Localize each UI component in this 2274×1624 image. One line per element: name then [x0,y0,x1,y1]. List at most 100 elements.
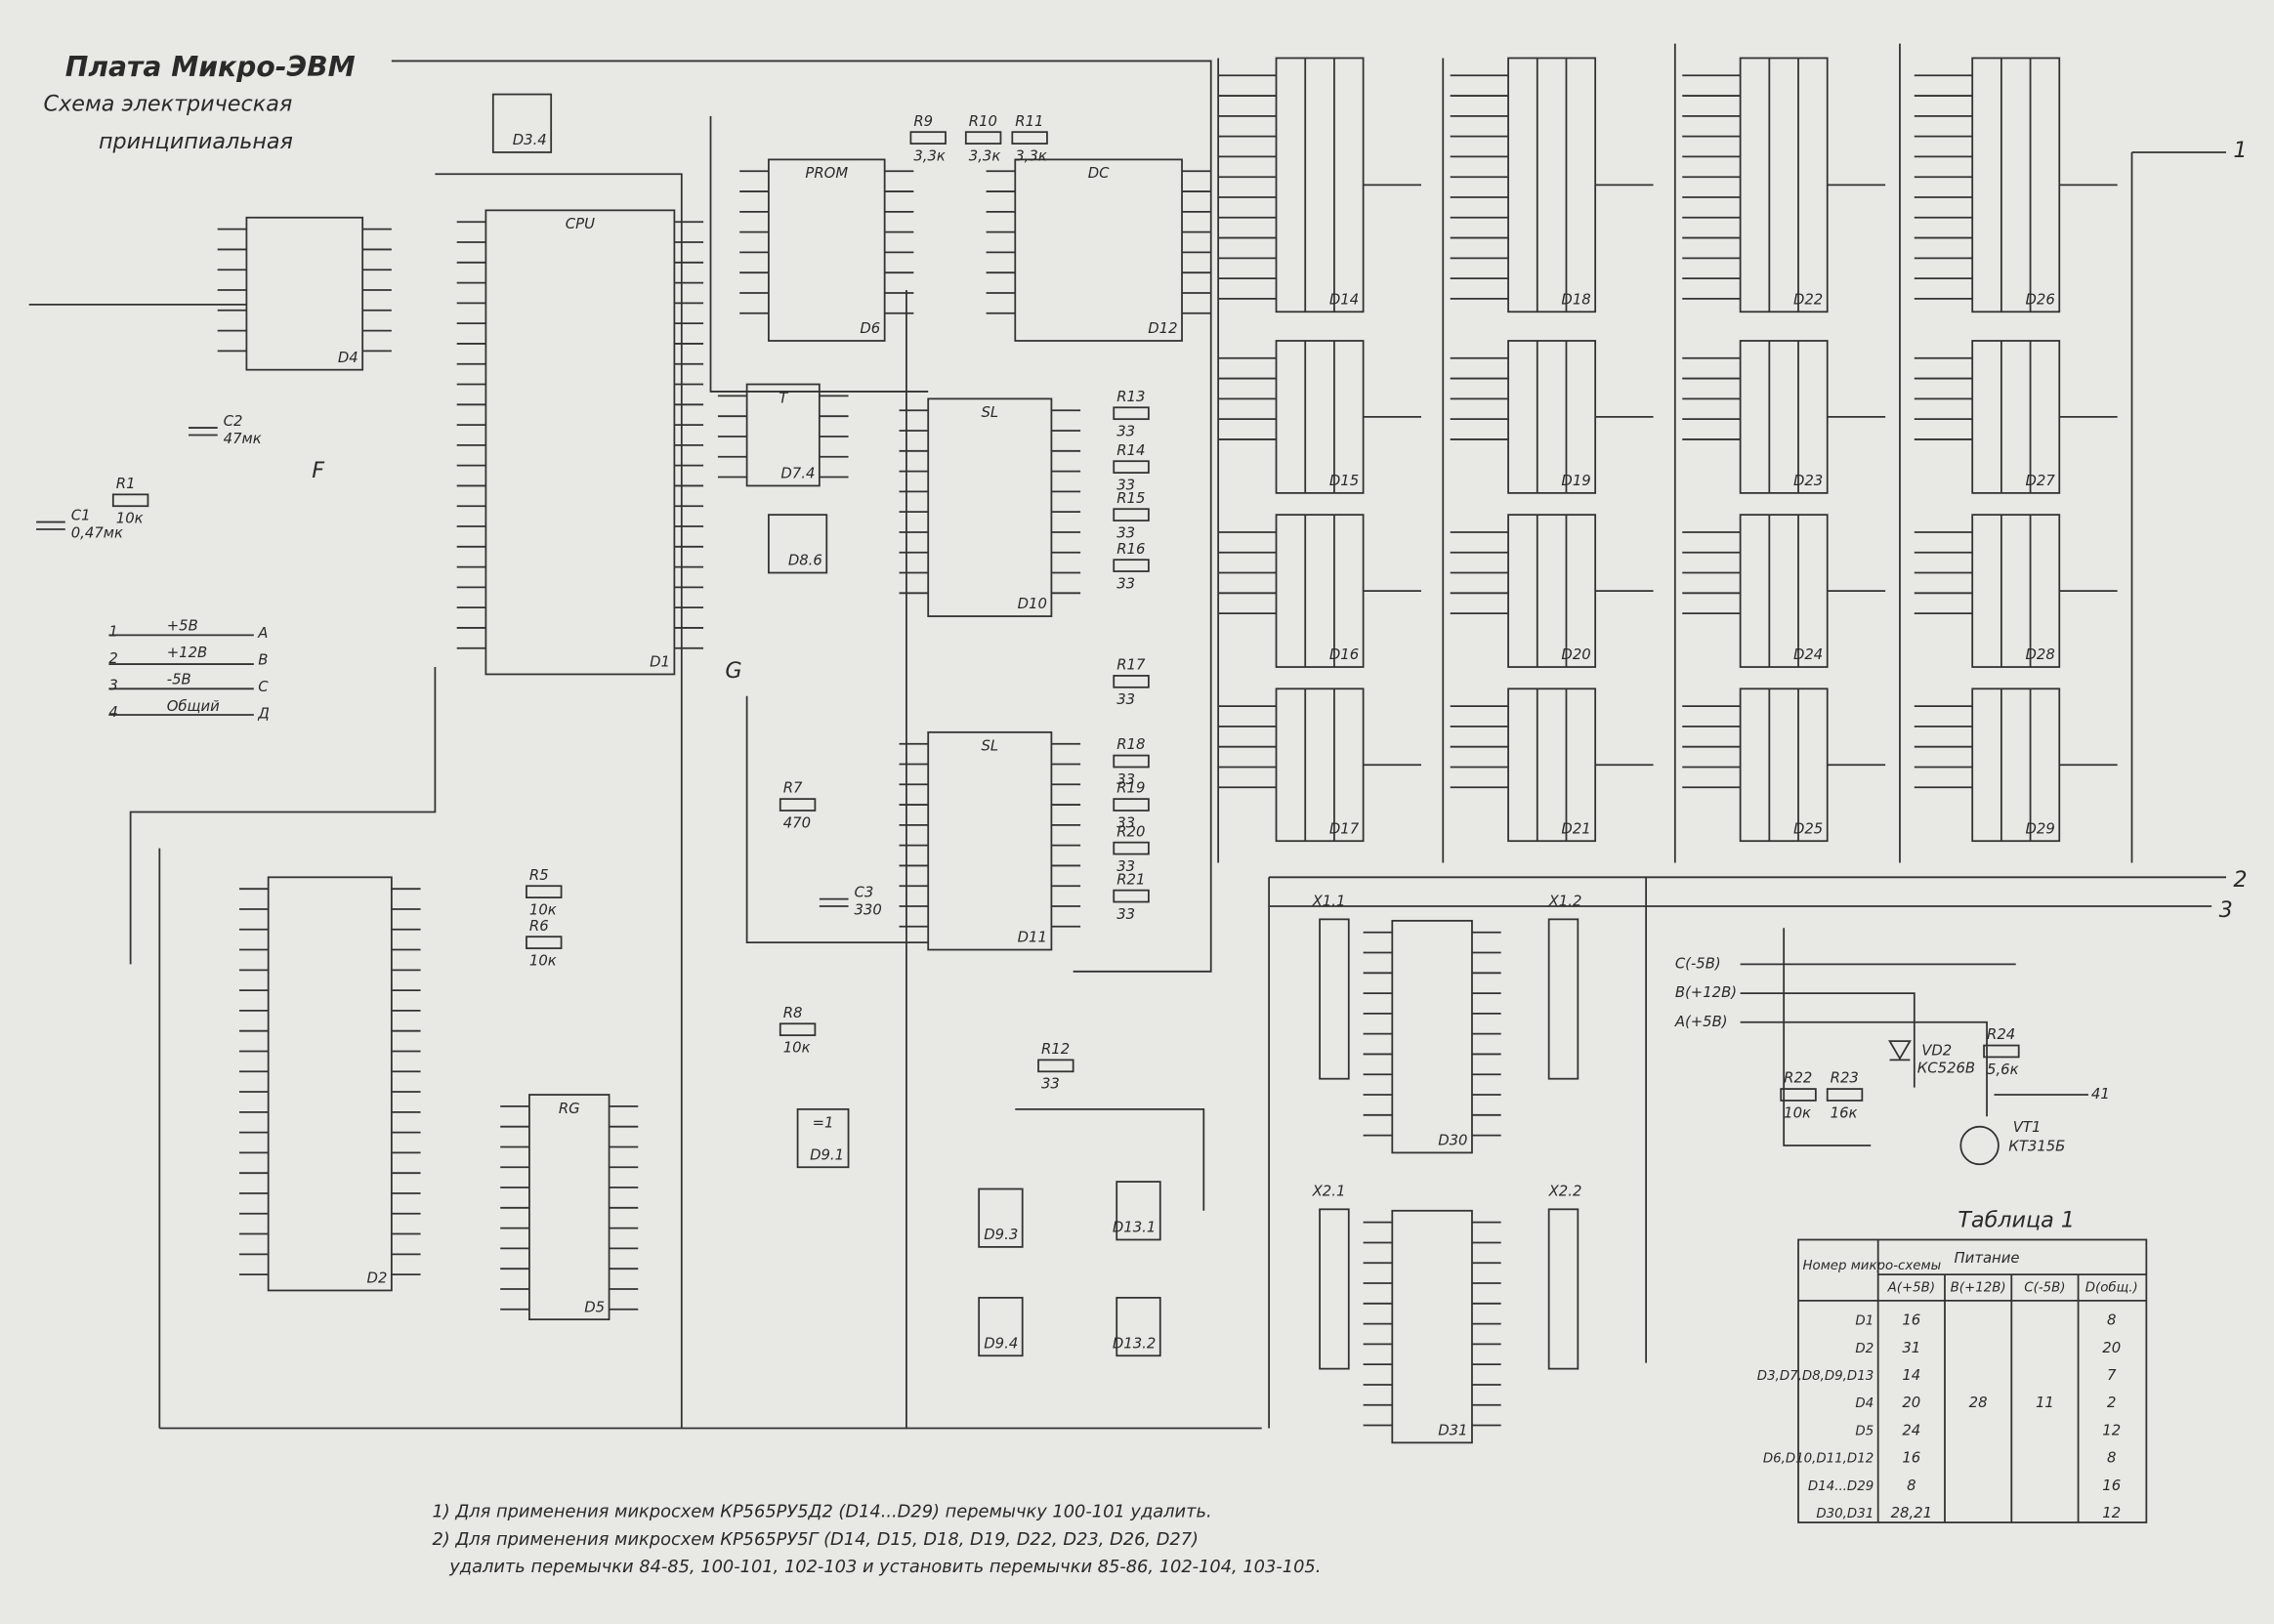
chip [796,1107,850,1169]
connector [1547,918,1579,1080]
table-cell: 12 [2102,1505,2121,1521]
resistor [1113,754,1150,769]
connector-name: X2.1 [1312,1183,1346,1199]
chip [1391,919,1473,1154]
chip-name: D21 [1561,820,1590,837]
table-cell: 11 [2036,1395,2054,1411]
chip-name: D8.6 [788,553,822,569]
resistor-name: R20 [1116,823,1145,840]
resistor [1037,1059,1074,1073]
resistor-value: 10к [116,511,144,527]
table-cell: 31 [1902,1340,1920,1356]
resistor [1113,675,1150,688]
chip-type: SL [981,738,998,755]
resistor-name: R16 [1116,541,1145,558]
subtitle: Схема электрическая [44,91,293,116]
resistor [964,131,1002,145]
resistor-name: R10 [969,113,997,130]
chip-type: =1 [813,1115,834,1132]
net-label: 3 [2219,897,2233,923]
chip [484,209,676,676]
resistor [1113,841,1150,855]
resistor-value: 10к [529,901,557,918]
resistor-name: R21 [1116,871,1145,888]
table-cell: 20 [1902,1395,1920,1411]
table-cell: 16 [1902,1312,1920,1329]
resistor [526,885,563,898]
note: 1) Для применения микросхем КР565РУ5Д2 (… [432,1502,1211,1522]
net-label: G [725,658,741,684]
capacitor-name: C1 [71,508,91,524]
capacitor-value: 47мк [224,431,262,447]
table-cell: 2 [2107,1395,2116,1411]
connector [1319,918,1350,1080]
legend-net: B [258,651,268,668]
chip [1391,1209,1473,1444]
resistor-name: R14 [1116,442,1145,459]
chip-name: D17 [1329,820,1360,837]
resistor-name: R12 [1041,1041,1070,1058]
chip-name: D1 [650,654,670,671]
table-cell: 7 [2107,1367,2117,1384]
chip-name: D9.3 [984,1227,1018,1243]
resistor [1113,508,1150,521]
chip [1014,158,1183,342]
chip-name: D11 [1018,930,1047,946]
table-head: Питание [1955,1250,2020,1267]
resistor [1113,460,1150,474]
table-chip: D4 [1855,1396,1874,1411]
table-cell: 28,21 [1891,1505,1932,1521]
chip-name: D3.4 [513,132,547,148]
regulator-output: 41 [2091,1086,2110,1103]
chip [1116,1296,1161,1357]
resistor-value: 470 [783,814,811,831]
table-frame [1797,1238,2148,1523]
note: 2) Для применения микросхем КР565РУ5Г (D… [432,1529,1199,1550]
resistor [779,1022,817,1037]
resistor [111,493,149,508]
resistor-value: 3,3к [1015,147,1047,164]
resistor-name: R23 [1831,1070,1859,1087]
connector-name: X2.2 [1548,1183,1582,1199]
chip-name: D9.4 [984,1335,1018,1352]
transistor: VT1 [2013,1119,2042,1136]
chip-name: D30 [1438,1133,1467,1149]
capacitor-name: C2 [224,413,243,430]
chip-type: CPU [566,216,595,232]
resistor-value: 33 [1116,906,1135,923]
resistor-name: R22 [1784,1070,1812,1087]
connector-name: X1.1 [1312,894,1346,910]
connector [1319,1208,1350,1370]
chip [978,1296,1024,1357]
table-column: A(+5В) [1887,1280,1935,1295]
regulator-input: A(+5В) [1674,1014,1728,1030]
resistor [1113,798,1150,812]
legend-voltage: -5В [167,671,191,687]
chip [267,876,393,1292]
legend-voltage: +12В [167,645,207,661]
chip-name: D10 [1018,596,1047,612]
resistor-value: 5,6к [1987,1062,2019,1078]
resistor-name: R15 [1116,490,1145,507]
table-column: B(+12В) [1951,1280,2006,1295]
resistor-name: R8 [783,1005,803,1021]
resistor [779,798,817,812]
resistor-value: 33 [1116,575,1135,592]
chip-name: D18 [1561,291,1590,308]
chip-type: T [779,390,789,406]
capacitor-value: 330 [854,901,881,918]
resistor-name: R9 [913,113,933,130]
chip [245,216,364,371]
table-cell: 8 [1907,1478,1916,1494]
resistor-value: 10к [529,952,557,969]
legend-net: C [258,679,269,695]
chip-name: D15 [1329,473,1359,489]
resistor [1780,1088,1817,1102]
resistor-value: 3,3к [969,147,1001,164]
chip [927,397,1053,617]
chip [745,383,821,487]
chip-name: D25 [1793,820,1823,837]
note: удалить перемычки 84-85, 100-101, 102-10… [448,1557,1321,1577]
chip-name: D29 [2026,820,2055,837]
chip-name: D31 [1438,1422,1467,1438]
